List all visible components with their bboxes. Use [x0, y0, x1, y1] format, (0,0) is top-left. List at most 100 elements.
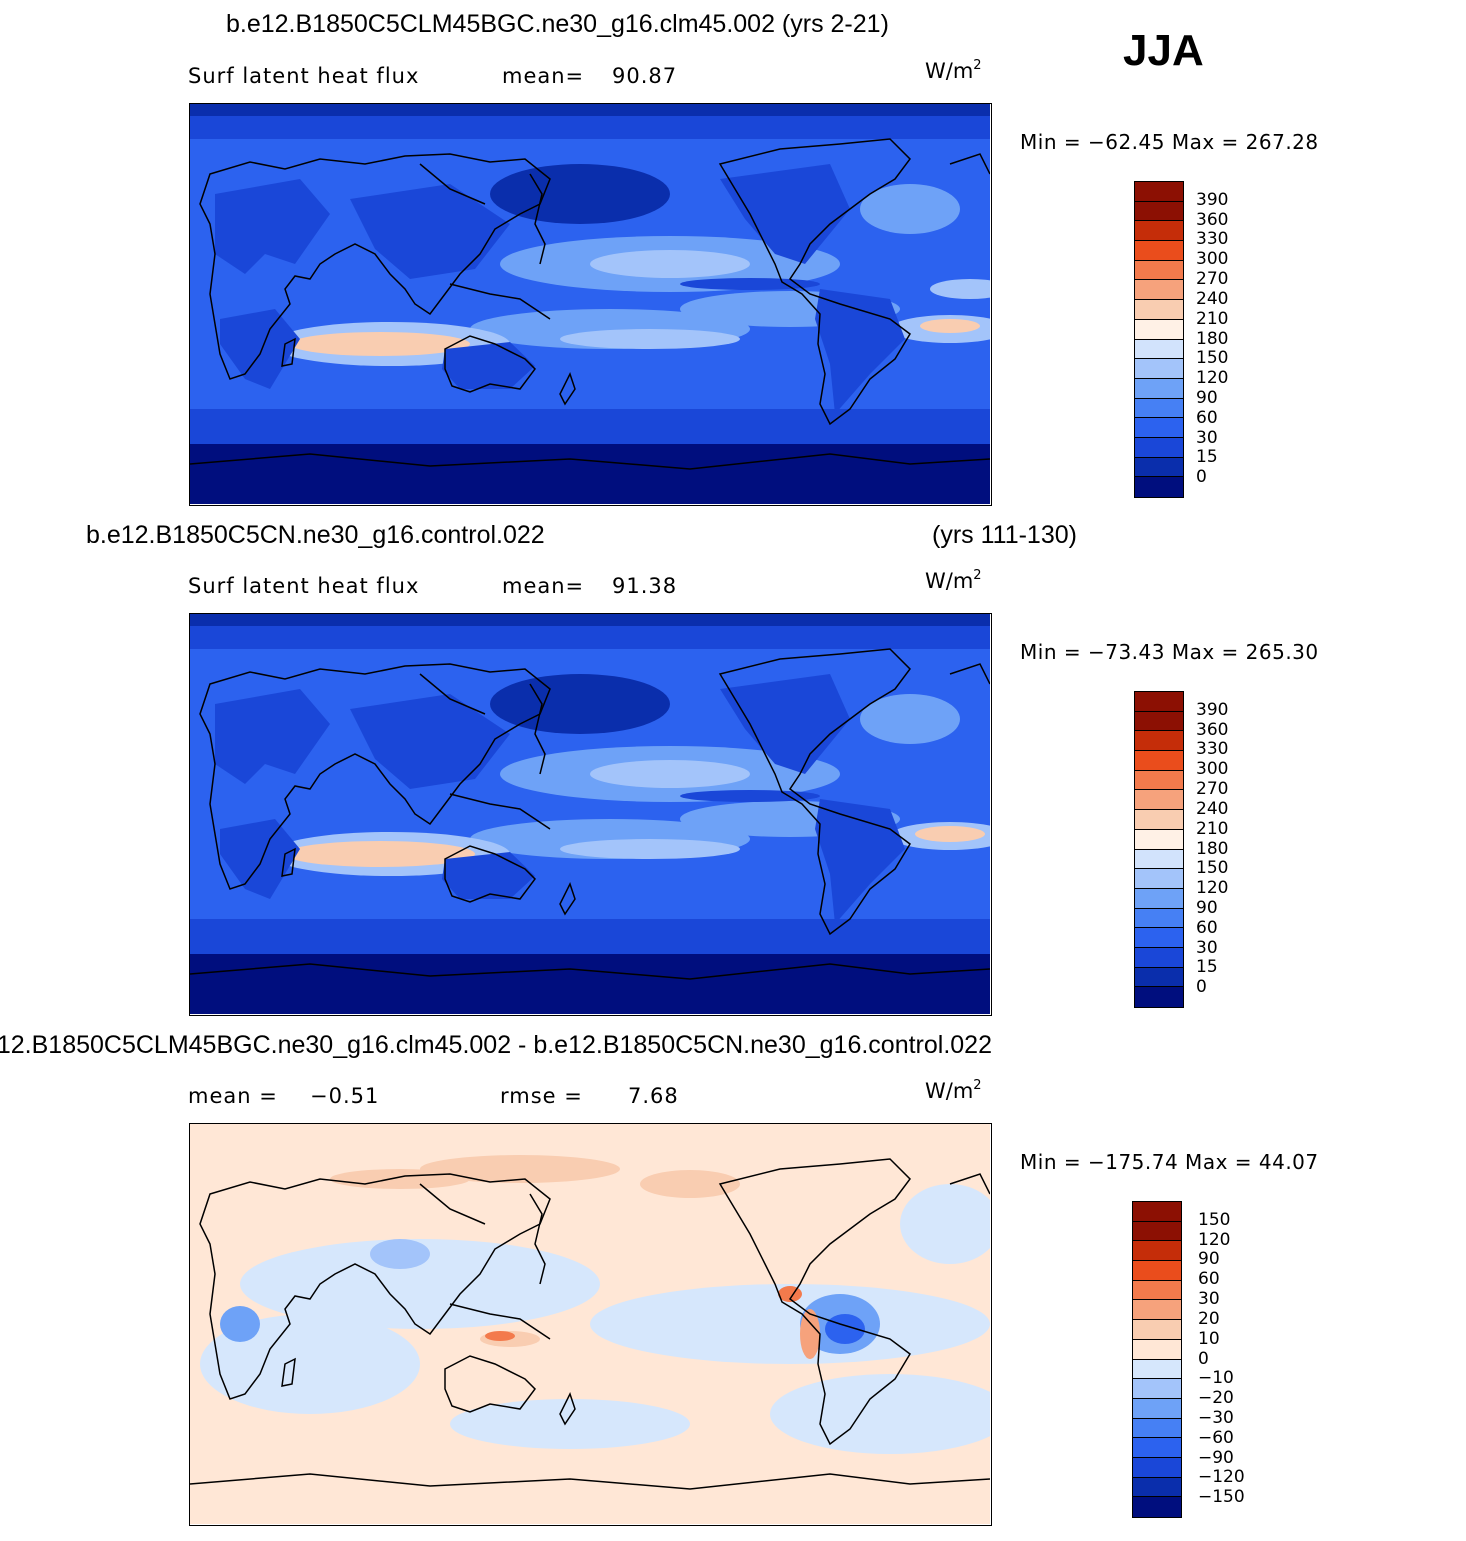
- panel1-units: W/m2: [925, 58, 982, 83]
- colorbar-swatch: [1135, 418, 1183, 438]
- colorbar-tick-label: 390: [1196, 699, 1229, 720]
- colorbar-tick-label: 360: [1196, 719, 1229, 740]
- colorbar-tick-label: −120: [1198, 1467, 1245, 1488]
- colorbar-tick-label: 240: [1196, 288, 1229, 309]
- colorbar-swatch: [1135, 731, 1183, 752]
- panel2-minmax: Min = −73.43 Max = 265.30: [1020, 640, 1319, 664]
- colorbar-swatch: [1135, 849, 1183, 870]
- panel1-colorbar: [1134, 181, 1184, 498]
- colorbar-tick-label: 120: [1198, 1229, 1231, 1250]
- colorbar-swatch: [1133, 1477, 1181, 1498]
- panel2-units: W/m2: [925, 568, 982, 593]
- colorbar-tick-label: 210: [1196, 818, 1229, 839]
- colorbar-tick-label: 20: [1198, 1308, 1220, 1329]
- colorbar-swatch: [1135, 692, 1183, 712]
- colorbar-swatch: [1133, 1497, 1181, 1517]
- colorbar-swatch: [1133, 1398, 1181, 1419]
- colorbar-tick-label: 210: [1196, 308, 1229, 329]
- panel2-mean-label: mean=: [502, 574, 585, 598]
- colorbar-tick-label: 90: [1198, 1249, 1220, 1270]
- colorbar-tick-label: 180: [1196, 838, 1229, 859]
- panel3-rmse-label: rmse =: [500, 1084, 583, 1108]
- panel3-rmse-value: 7.68: [628, 1084, 679, 1108]
- colorbar-tick-label: −10: [1198, 1368, 1234, 1389]
- colorbar-swatch: [1135, 770, 1183, 791]
- colorbar-swatch: [1133, 1241, 1181, 1262]
- colorbar-tick-label: 60: [1198, 1269, 1220, 1290]
- colorbar-swatch: [1133, 1438, 1181, 1458]
- colorbar-swatch: [1135, 869, 1183, 889]
- panel3-minmax: Min = −175.74 Max = 44.07: [1020, 1150, 1319, 1174]
- colorbar-tick-label: 150: [1196, 348, 1229, 369]
- colorbar-swatch: [1135, 790, 1183, 811]
- panel1-mean-label: mean=: [502, 64, 585, 88]
- colorbar-tick-label: −150: [1198, 1487, 1245, 1508]
- colorbar-swatch: [1135, 810, 1183, 830]
- colorbar-swatch: [1135, 888, 1183, 909]
- panel2-years: (yrs 111-130): [932, 521, 1077, 549]
- colorbar-tick-label: 300: [1196, 249, 1229, 270]
- colorbar-tick-label: 240: [1196, 798, 1229, 819]
- colorbar-swatch: [1135, 378, 1183, 399]
- colorbar-swatch: [1135, 182, 1183, 202]
- colorbar-swatch: [1135, 221, 1183, 242]
- panel2-title: b.e12.B1850C5CN.ne30_g16.control.022: [86, 521, 545, 549]
- colorbar-tick-label: 15: [1196, 447, 1218, 468]
- colorbar-swatch: [1133, 1379, 1181, 1399]
- colorbar-tick-label: 120: [1196, 368, 1229, 389]
- colorbar-tick-label: −20: [1198, 1388, 1234, 1409]
- colorbar-swatch: [1135, 339, 1183, 360]
- colorbar-swatch: [1135, 457, 1183, 478]
- colorbar-tick-label: 330: [1196, 229, 1229, 250]
- colorbar-swatch: [1135, 928, 1183, 948]
- colorbar-tick-label: −90: [1198, 1447, 1234, 1468]
- colorbar-swatch: [1135, 711, 1183, 732]
- colorbar-swatch: [1135, 908, 1183, 929]
- colorbar-swatch: [1135, 241, 1183, 261]
- panel1-minmax: Min = −62.45 Max = 267.28: [1020, 130, 1319, 154]
- colorbar-tick-label: 15: [1196, 957, 1218, 978]
- colorbar-swatch: [1133, 1280, 1181, 1301]
- panel1-variable-label: Surf latent heat flux: [188, 64, 420, 88]
- colorbar-tick-label: 90: [1196, 387, 1218, 408]
- colorbar-swatch: [1133, 1221, 1181, 1242]
- panel3-map: [189, 1123, 992, 1526]
- colorbar-tick-label: 60: [1196, 917, 1218, 938]
- colorbar-tick-label: 90: [1196, 897, 1218, 918]
- colorbar-tick-label: 180: [1196, 328, 1229, 349]
- colorbar-tick-label: 150: [1198, 1209, 1231, 1230]
- colorbar-tick-label: 150: [1196, 858, 1229, 879]
- colorbar-tick-label: 30: [1196, 427, 1218, 448]
- panel2-map: [189, 613, 992, 1016]
- colorbar-swatch: [1135, 751, 1183, 771]
- colorbar-tick-label: 120: [1196, 878, 1229, 899]
- panel2-mean-value: 91.38: [612, 574, 678, 598]
- colorbar-tick-label: 270: [1196, 269, 1229, 290]
- panel2-variable-label: Surf latent heat flux: [188, 574, 420, 598]
- colorbar-tick-label: 390: [1196, 189, 1229, 210]
- colorbar-swatch: [1135, 201, 1183, 222]
- colorbar-swatch: [1135, 280, 1183, 301]
- colorbar-tick-label: 30: [1198, 1289, 1220, 1310]
- colorbar-swatch: [1133, 1300, 1181, 1321]
- colorbar-swatch: [1133, 1261, 1181, 1281]
- colorbar-swatch: [1135, 359, 1183, 379]
- colorbar-tick-label: 0: [1198, 1348, 1209, 1369]
- colorbar-tick-label: 30: [1196, 937, 1218, 958]
- colorbar-tick-label: 0: [1196, 977, 1207, 998]
- colorbar-swatch: [1135, 477, 1183, 497]
- colorbar-swatch: [1135, 987, 1183, 1007]
- panel3-title-clip: b.e12.B1850C5CLM45BGC.ne30_g16.clm45.002…: [0, 1031, 992, 1065]
- colorbar-tick-label: −30: [1198, 1407, 1234, 1428]
- panel3-mean-value: −0.51: [310, 1084, 380, 1108]
- colorbar-swatch: [1133, 1339, 1181, 1360]
- colorbar-tick-label: −60: [1198, 1427, 1234, 1448]
- colorbar-swatch: [1135, 437, 1183, 458]
- panel3-title: b.e12.B1850C5CLM45BGC.ne30_g16.clm45.002…: [0, 1031, 992, 1059]
- panel1-map: [189, 103, 992, 506]
- colorbar-tick-label: 300: [1196, 759, 1229, 780]
- season-label: JJA: [1123, 26, 1204, 75]
- panel3-units: W/m2: [925, 1078, 982, 1103]
- colorbar-tick-label: 60: [1196, 407, 1218, 428]
- panel2-colorbar: [1134, 691, 1184, 1008]
